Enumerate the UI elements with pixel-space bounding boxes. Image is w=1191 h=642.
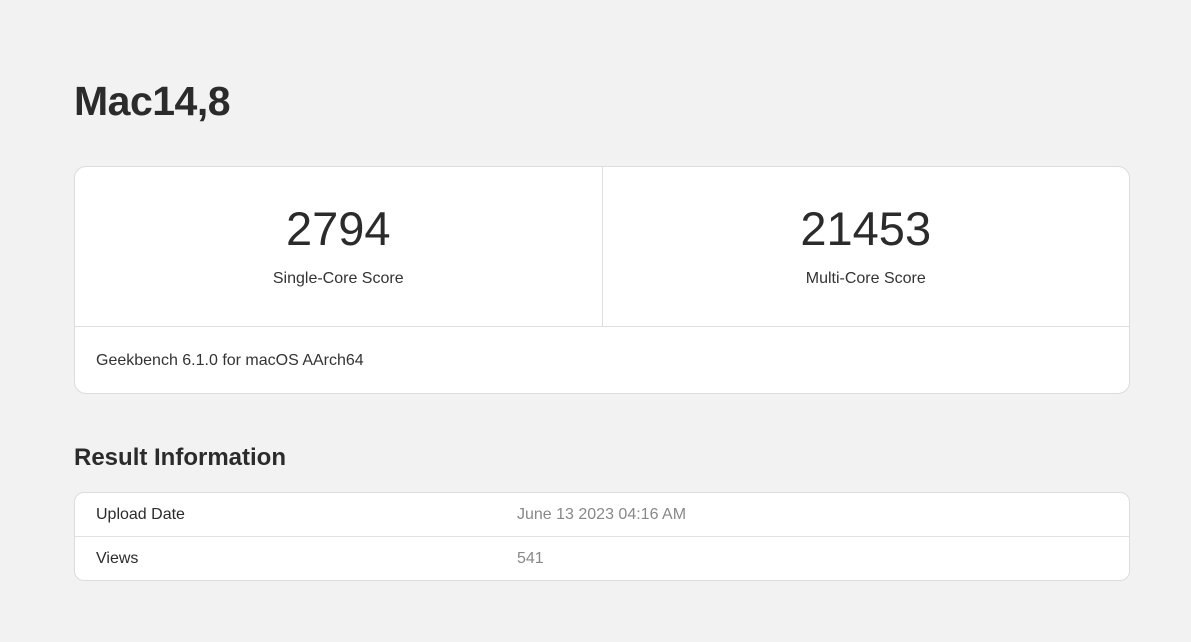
upload-date-label: Upload Date xyxy=(96,505,185,523)
scores-row: 2794 Single-Core Score 21453 Multi-Core … xyxy=(75,167,1129,327)
benchmark-version: Geekbench 6.1.0 for macOS AArch64 xyxy=(96,352,364,369)
upload-date-value: June 13 2023 04:16 AM xyxy=(517,505,687,523)
table-row: Views 541 xyxy=(75,536,1129,580)
multi-core-score-label: Multi-Core Score xyxy=(805,270,926,287)
result-information-heading: Result Information xyxy=(74,444,287,471)
score-card: 2794 Single-Core Score 21453 Multi-Core … xyxy=(74,166,1130,394)
views-label: Views xyxy=(96,549,139,567)
multi-core-score: 21453 Multi-Core Score xyxy=(601,167,1130,326)
result-information-table: Upload Date June 13 2023 04:16 AM Views … xyxy=(74,492,1130,581)
table-row: Upload Date June 13 2023 04:16 AM xyxy=(75,493,1129,536)
page-title: Mac14,8 xyxy=(74,78,231,124)
single-core-score-label: Single-Core Score xyxy=(272,270,404,287)
multi-core-score-value: 21453 xyxy=(800,202,932,255)
views-value: 541 xyxy=(517,549,544,567)
single-core-score: 2794 Single-Core Score xyxy=(75,167,602,326)
single-core-score-value: 2794 xyxy=(285,202,391,255)
